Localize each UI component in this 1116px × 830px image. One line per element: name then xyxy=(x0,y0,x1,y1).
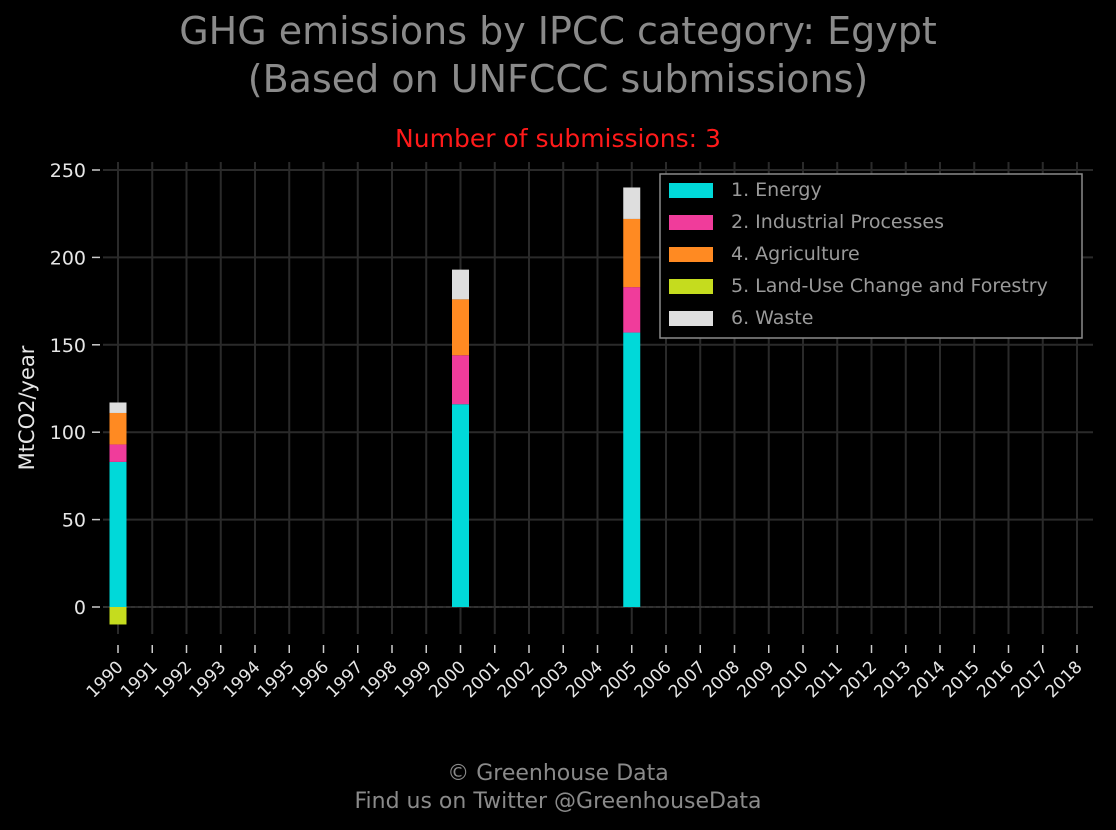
chart-title-line1: GHG emissions by IPCC category: Egypt xyxy=(179,9,937,53)
chart-title-line2: (Based on UNFCCC submissions) xyxy=(247,57,869,101)
legend-label: 2. Industrial Processes xyxy=(731,211,944,233)
x-tick-label: 1998 xyxy=(357,657,402,702)
bar-segment xyxy=(452,299,469,356)
x-tick-label: 2008 xyxy=(699,657,744,702)
legend-label: 1. Energy xyxy=(731,179,822,201)
legend-swatch xyxy=(669,215,713,230)
x-tick-label: 2005 xyxy=(597,657,642,702)
x-tick-label: 2014 xyxy=(905,657,950,702)
legend-swatch xyxy=(669,183,713,198)
x-tick-label: 1991 xyxy=(117,657,162,702)
x-tick-label: 2018 xyxy=(1042,657,1087,702)
x-tick-label: 1990 xyxy=(83,657,128,702)
x-tick-label: 2010 xyxy=(768,657,813,702)
y-tick-label: 150 xyxy=(50,335,86,357)
bar-segment xyxy=(452,404,469,607)
x-tick-label: 2015 xyxy=(939,657,984,702)
legend-label: 4. Agriculture xyxy=(731,243,860,265)
bar-segment xyxy=(623,287,641,333)
legend-swatch xyxy=(669,247,713,262)
bar-segment xyxy=(109,607,127,625)
y-tick-label: 0 xyxy=(74,597,86,619)
bar-segment xyxy=(452,269,469,300)
x-tick-label: 1999 xyxy=(391,657,436,702)
x-tick-label: 1995 xyxy=(254,657,299,702)
bar-segment xyxy=(109,402,127,413)
x-tick-label: 2013 xyxy=(871,657,916,702)
bar-segment xyxy=(623,218,641,288)
x-tick-label: 2016 xyxy=(973,657,1018,702)
legend-box xyxy=(659,173,1083,339)
y-axis-label: MtCO2/year xyxy=(15,345,39,470)
bar-segment xyxy=(109,461,127,607)
bar-segment xyxy=(109,444,127,462)
bar-segment xyxy=(623,187,641,219)
y-tick-label: 250 xyxy=(50,160,86,182)
x-tick-label: 2011 xyxy=(802,657,847,702)
y-tick-label: 200 xyxy=(50,247,86,269)
legend-swatch xyxy=(669,279,713,294)
footer-twitter: Find us on Twitter @GreenhouseData xyxy=(354,789,762,814)
x-tick-label: 2004 xyxy=(562,657,607,702)
x-tick-label: 2002 xyxy=(494,657,539,702)
y-tick-label: 100 xyxy=(50,422,86,444)
bar-segment xyxy=(452,355,469,405)
submissions-count-subtitle: Number of submissions: 3 xyxy=(395,124,721,153)
x-tick-label: 2017 xyxy=(1008,657,1053,702)
footer-copyright: © Greenhouse Data xyxy=(447,761,669,786)
x-tick-label: 1993 xyxy=(186,657,231,702)
bar-segment xyxy=(623,332,641,607)
x-tick-label: 2006 xyxy=(631,657,676,702)
y-tick-label: 50 xyxy=(62,510,86,532)
legend-label: 5. Land-Use Change and Forestry xyxy=(731,275,1048,297)
x-tick-label: 1997 xyxy=(323,657,368,702)
x-tick-label: 2001 xyxy=(460,657,505,702)
bar-segment xyxy=(109,412,127,445)
x-tick-label: 1994 xyxy=(220,657,265,702)
legend-swatch xyxy=(669,311,713,326)
x-tick-label: 1992 xyxy=(151,657,196,702)
x-tick-label: 1996 xyxy=(288,657,333,702)
x-tick-label: 2012 xyxy=(836,657,881,702)
x-tick-label: 2009 xyxy=(734,657,779,702)
x-tick-label: 2000 xyxy=(425,657,470,702)
legend-label: 6. Waste xyxy=(731,307,813,329)
x-tick-label: 2007 xyxy=(665,657,710,702)
x-tick-label: 2003 xyxy=(528,657,573,702)
